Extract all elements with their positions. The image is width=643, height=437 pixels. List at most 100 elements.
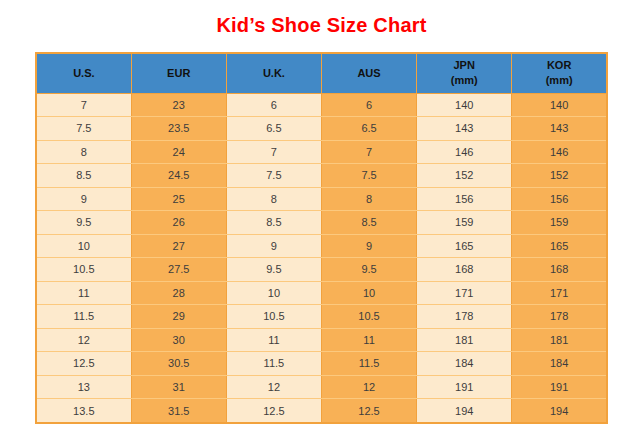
table-cell: 11 bbox=[36, 281, 131, 305]
table-header: U.S. EUR U.K. AUS JPN (mm) bbox=[36, 53, 607, 93]
table-cell: 140 bbox=[417, 93, 512, 117]
table-cell: 171 bbox=[512, 281, 607, 305]
table-row: 102799165165 bbox=[36, 234, 607, 258]
table-cell: 159 bbox=[512, 211, 607, 235]
table-cell: 165 bbox=[417, 234, 512, 258]
page: Kid’s Shoe Size Chart U.S. EUR U.K. AUS bbox=[0, 0, 643, 437]
table-cell: 191 bbox=[417, 375, 512, 399]
table-cell: 30 bbox=[131, 328, 226, 352]
header-label: U.S. bbox=[37, 66, 131, 81]
table-row: 92588156156 bbox=[36, 187, 607, 211]
table-cell: 31 bbox=[131, 375, 226, 399]
table-cell: 168 bbox=[417, 258, 512, 282]
table-cell: 194 bbox=[417, 399, 512, 424]
table-cell: 11.5 bbox=[226, 352, 321, 376]
table-cell: 194 bbox=[512, 399, 607, 424]
table-cell: 165 bbox=[512, 234, 607, 258]
table-cell: 10 bbox=[36, 234, 131, 258]
header-cell-kor: KOR (mm) bbox=[512, 53, 607, 93]
table-cell: 8.5 bbox=[321, 211, 416, 235]
header-label: U.K. bbox=[227, 66, 321, 81]
table-cell: 8.5 bbox=[36, 164, 131, 188]
table-cell: 23.5 bbox=[131, 117, 226, 141]
table-cell: 152 bbox=[512, 164, 607, 188]
table-cell: 12.5 bbox=[321, 399, 416, 424]
table-cell: 24.5 bbox=[131, 164, 226, 188]
table-cell: 178 bbox=[512, 305, 607, 329]
table-row: 11.52910.510.5178178 bbox=[36, 305, 607, 329]
table-cell: 184 bbox=[417, 352, 512, 376]
table-cell: 9 bbox=[321, 234, 416, 258]
table-cell: 9.5 bbox=[226, 258, 321, 282]
table-body: 723661401407.523.56.56.51431438247714614… bbox=[36, 93, 607, 423]
table-cell: 6.5 bbox=[226, 117, 321, 141]
table-cell: 11 bbox=[321, 328, 416, 352]
table-cell: 7.5 bbox=[226, 164, 321, 188]
table-cell: 146 bbox=[417, 140, 512, 164]
table-cell: 140 bbox=[512, 93, 607, 117]
header-sublabel: (mm) bbox=[512, 73, 606, 88]
table-cell: 143 bbox=[417, 117, 512, 141]
table-cell: 10 bbox=[321, 281, 416, 305]
table-row: 12.530.511.511.5184184 bbox=[36, 352, 607, 376]
table-cell: 13 bbox=[36, 375, 131, 399]
header-sublabel: (mm) bbox=[417, 73, 511, 88]
table-cell: 28 bbox=[131, 281, 226, 305]
header-cell-eur: EUR bbox=[131, 53, 226, 93]
table-cell: 11 bbox=[226, 328, 321, 352]
table-row: 8.524.57.57.5152152 bbox=[36, 164, 607, 188]
table-cell: 12 bbox=[321, 375, 416, 399]
table-row: 9.5268.58.5159159 bbox=[36, 211, 607, 235]
table-cell: 156 bbox=[417, 187, 512, 211]
table-cell: 146 bbox=[512, 140, 607, 164]
table-cell: 6.5 bbox=[321, 117, 416, 141]
table-row: 82477146146 bbox=[36, 140, 607, 164]
table-cell: 13.5 bbox=[36, 399, 131, 424]
header-label: JPN bbox=[417, 58, 511, 73]
table-cell: 8.5 bbox=[226, 211, 321, 235]
table-cell: 25 bbox=[131, 187, 226, 211]
table-cell: 156 bbox=[512, 187, 607, 211]
table-cell: 26 bbox=[131, 211, 226, 235]
table-row: 72366140140 bbox=[36, 93, 607, 117]
table-cell: 12.5 bbox=[226, 399, 321, 424]
table-row: 12301111181181 bbox=[36, 328, 607, 352]
table-cell: 30.5 bbox=[131, 352, 226, 376]
table-cell: 7.5 bbox=[321, 164, 416, 188]
table-cell: 9.5 bbox=[36, 211, 131, 235]
table-cell: 8 bbox=[321, 187, 416, 211]
table-cell: 8 bbox=[226, 187, 321, 211]
table-cell: 171 bbox=[417, 281, 512, 305]
table-row: 10.527.59.59.5168168 bbox=[36, 258, 607, 282]
table-cell: 12.5 bbox=[36, 352, 131, 376]
table-cell: 6 bbox=[321, 93, 416, 117]
header-cell-aus: AUS bbox=[321, 53, 416, 93]
table-row: 13311212191191 bbox=[36, 375, 607, 399]
header-row: U.S. EUR U.K. AUS JPN (mm) bbox=[36, 53, 607, 93]
header-label: EUR bbox=[132, 66, 226, 81]
table-cell: 29 bbox=[131, 305, 226, 329]
table-cell: 31.5 bbox=[131, 399, 226, 424]
table-cell: 7 bbox=[226, 140, 321, 164]
table-cell: 168 bbox=[512, 258, 607, 282]
page-title: Kid’s Shoe Size Chart bbox=[0, 14, 643, 37]
table-cell: 7 bbox=[36, 93, 131, 117]
table-cell: 27 bbox=[131, 234, 226, 258]
header-cell-jpn: JPN (mm) bbox=[417, 53, 512, 93]
table-cell: 143 bbox=[512, 117, 607, 141]
table-cell: 9 bbox=[36, 187, 131, 211]
table-cell: 9 bbox=[226, 234, 321, 258]
table-cell: 24 bbox=[131, 140, 226, 164]
table-cell: 178 bbox=[417, 305, 512, 329]
table-cell: 184 bbox=[512, 352, 607, 376]
header-cell-uk: U.K. bbox=[226, 53, 321, 93]
table-row: 7.523.56.56.5143143 bbox=[36, 117, 607, 141]
header-label: KOR bbox=[512, 58, 606, 73]
header-label: AUS bbox=[322, 66, 416, 81]
table-cell: 7 bbox=[321, 140, 416, 164]
table-cell: 181 bbox=[512, 328, 607, 352]
table-cell: 11.5 bbox=[36, 305, 131, 329]
table-cell: 10.5 bbox=[321, 305, 416, 329]
table-cell: 181 bbox=[417, 328, 512, 352]
table-cell: 10 bbox=[226, 281, 321, 305]
